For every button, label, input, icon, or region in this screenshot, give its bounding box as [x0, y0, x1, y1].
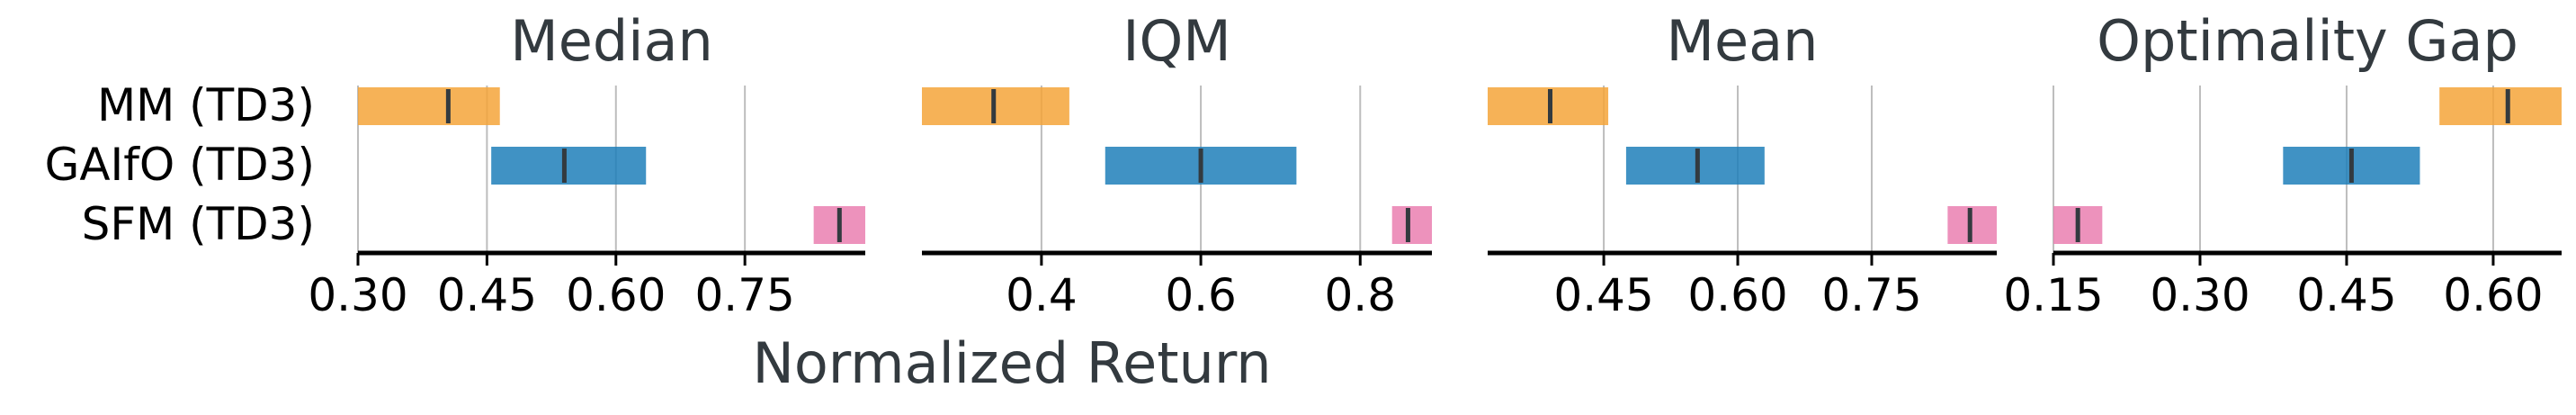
method-label-gaifo-td3: GAIfO (TD3): [45, 139, 315, 191]
bar-gaifo-td3: [491, 147, 647, 185]
x-tick-label: 0.30: [2150, 269, 2250, 321]
x-tick-label: 0.60: [2443, 269, 2543, 321]
x-tick-label: 0.45: [1553, 269, 1653, 321]
bar-mm-td3: [358, 87, 500, 125]
panel-title: Median: [510, 8, 713, 74]
bar-sfm-td3: [1391, 206, 1432, 244]
panel-title: Optimality Gap: [2097, 8, 2518, 74]
panel-optimality-gap: 0.15 0.30 0.45 0.60 Optimality Gap: [2003, 8, 2562, 321]
x-tick-label: 0.45: [437, 269, 537, 321]
method-label-sfm-td3: SFM (TD3): [82, 198, 315, 250]
panel-title: IQM: [1123, 8, 1231, 74]
panel-title: Mean: [1667, 8, 1819, 74]
method-labels: MM (TD3) GAIfO (TD3) SFM (TD3): [45, 79, 315, 250]
method-label-mm-td3: MM (TD3): [97, 79, 315, 131]
x-tick-label: 0.6: [1165, 269, 1237, 321]
panel-mean: 0.45 0.60 0.75 Mean: [1488, 8, 1997, 321]
x-tick-label: 0.60: [566, 269, 666, 321]
x-tick-label: 0.45: [2296, 269, 2396, 321]
x-axis-label: Normalized Return: [752, 330, 1271, 396]
panel-iqm: 0.4 0.6 0.8 IQM: [922, 8, 1432, 321]
x-tick-label: 0.75: [695, 269, 795, 321]
x-tick-label: 0.15: [2003, 269, 2103, 321]
x-tick-label: 0.30: [308, 269, 407, 321]
x-tick-label: 0.60: [1687, 269, 1787, 321]
panel-median: 0.30 0.45 0.60 0.75 Median: [308, 8, 865, 321]
x-tick-label: 0.75: [1821, 269, 1921, 321]
bar-mm-td3: [2439, 87, 2562, 125]
x-tick-label: 0.8: [1325, 269, 1397, 321]
x-tick-label: 0.4: [1006, 269, 1078, 321]
